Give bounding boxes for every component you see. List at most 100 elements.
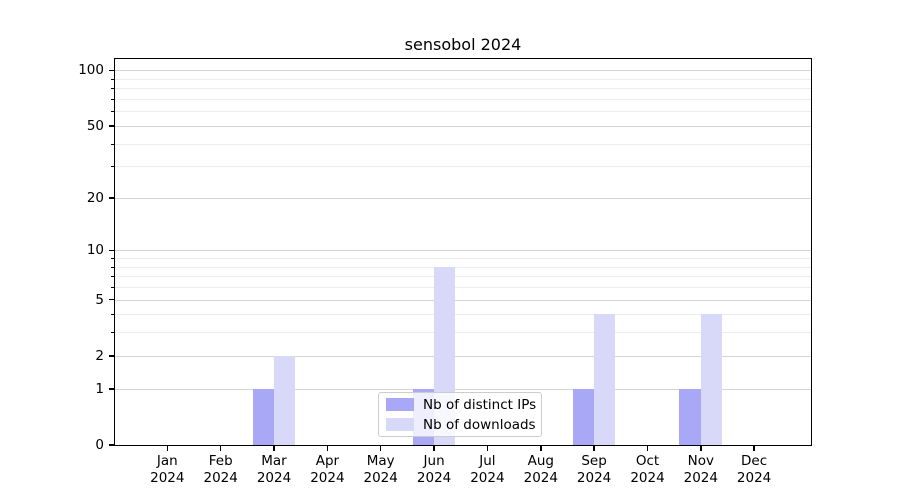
- gridline-y-4: [115, 314, 811, 316]
- bar-nb-of-distinct-ips-nov: [679, 388, 701, 445]
- gridline-y-30: [115, 166, 811, 168]
- x-tick-mark-may: [379, 445, 382, 451]
- x-tick-year: 2024: [363, 470, 398, 486]
- x-tick-label-oct: Oct 2024: [616, 453, 680, 487]
- gridline-y-20: [115, 197, 811, 199]
- x-tick-year: 2024: [416, 470, 452, 486]
- x-tick-year: 2024: [523, 470, 558, 486]
- x-tick-label-sep: Sep 2024: [562, 453, 626, 487]
- chart-title: sensobol 2024: [404, 35, 522, 54]
- x-tick-year: 2024: [736, 470, 772, 486]
- x-tick-year: 2024: [630, 470, 665, 486]
- gridline-y-50: [115, 125, 811, 127]
- gridline-y-9: [115, 258, 811, 259]
- gridline-y-10: [115, 250, 811, 252]
- x-tick-label-jul: Jul 2024: [455, 453, 519, 487]
- y-tick-mark-5: [109, 298, 115, 301]
- legend: Nb of distinct IPs Nb of downloads: [378, 392, 542, 437]
- y-tick-mark-50: [109, 125, 115, 127]
- y-tick-mark-10: [109, 249, 115, 251]
- legend-swatch-distinct-ips: [386, 398, 414, 411]
- bar-nb-of-distinct-ips-mar: [252, 388, 274, 445]
- gridline-y-3: [115, 332, 811, 334]
- y-minor-tick-mark-80: [111, 88, 115, 90]
- y-minor-tick-mark-7: [111, 276, 115, 278]
- y-minor-tick-mark-8: [111, 266, 115, 268]
- x-tick-label-may: May 2024: [349, 453, 413, 487]
- bar-nb-of-distinct-ips-sep: [572, 388, 595, 445]
- x-tick-mark-mar: [273, 445, 275, 451]
- plot-area: Nb of distinct IPs Nb of downloads: [114, 58, 812, 446]
- gridline-y-2: [115, 355, 811, 357]
- x-tick-mark-jan: [166, 445, 169, 451]
- x-tick-month: Apr: [315, 453, 340, 469]
- y-tick-mark-100: [109, 69, 115, 71]
- x-tick-label-feb: Feb 2024: [189, 453, 253, 487]
- legend-item-distinct-ips: Nb of distinct IPs: [386, 397, 541, 413]
- y-tick-mark-2: [109, 355, 115, 357]
- x-tick-month: Sep: [581, 453, 607, 469]
- y-tick-label-2: 2: [95, 347, 104, 364]
- bar-nb-of-downloads-nov: [700, 314, 723, 445]
- gridline-y-7: [115, 276, 811, 278]
- y-minor-tick-mark-6: [111, 287, 115, 288]
- gridline-y-5: [115, 299, 811, 301]
- y-minor-tick-mark-4: [111, 314, 115, 316]
- bar-nb-of-downloads-mar: [274, 355, 296, 445]
- x-tick-year: 2024: [683, 470, 718, 486]
- y-tick-label-0: 0: [95, 437, 104, 453]
- x-tick-year: 2024: [576, 470, 612, 486]
- x-tick-label-mar: Mar 2024: [242, 453, 306, 487]
- x-tick-label-nov: Nov 2024: [669, 453, 733, 487]
- x-tick-mark-nov: [700, 445, 702, 451]
- gridline-y-8: [115, 266, 811, 268]
- y-minor-tick-mark-9: [111, 258, 115, 259]
- x-tick-month: May: [366, 453, 395, 469]
- x-tick-label-jan: Jan 2024: [135, 453, 199, 487]
- x-tick-year: 2024: [203, 470, 238, 486]
- y-tick-label-10: 10: [86, 242, 104, 259]
- bar-nb-of-downloads-sep: [594, 314, 616, 445]
- x-tick-label-aug: Aug 2024: [509, 453, 573, 487]
- x-tick-mark-sep: [593, 445, 595, 451]
- x-tick-month: Jul: [479, 453, 496, 469]
- y-tick-label-20: 20: [86, 189, 104, 206]
- x-tick-month: Jun: [423, 453, 445, 469]
- x-tick-mark-aug: [540, 445, 542, 451]
- legend-label-distinct-ips: Nb of distinct IPs: [423, 396, 537, 413]
- gridline-y-100: [115, 70, 811, 72]
- x-tick-year: 2024: [256, 470, 292, 486]
- x-tick-month: Aug: [527, 453, 554, 469]
- x-tick-month: Oct: [635, 453, 660, 469]
- y-tick-label-50: 50: [86, 117, 104, 134]
- y-tick-label-100: 100: [78, 62, 104, 79]
- gridline-y-40: [115, 143, 811, 145]
- legend-item-downloads: Nb of downloads: [386, 417, 541, 433]
- y-tick-label-1: 1: [95, 380, 104, 397]
- x-tick-mark-dec: [753, 445, 755, 451]
- x-tick-year: 2024: [150, 470, 185, 486]
- x-tick-year: 2024: [470, 470, 505, 486]
- legend-swatch-downloads: [386, 418, 414, 431]
- gridline-y-70: [115, 98, 811, 100]
- y-tick-label-5: 5: [95, 291, 104, 308]
- y-tick-mark-1: [109, 388, 115, 390]
- y-minor-tick-mark-90: [111, 78, 115, 80]
- x-tick-mark-apr: [326, 445, 329, 451]
- x-tick-mark-jul: [486, 445, 489, 451]
- y-minor-tick-mark-3: [111, 332, 115, 334]
- gridline-y-90: [115, 78, 811, 80]
- x-tick-month: Feb: [208, 453, 233, 469]
- x-tick-month: Nov: [687, 453, 714, 469]
- y-minor-tick-mark-60: [111, 111, 115, 113]
- x-tick-month: Mar: [261, 453, 287, 469]
- y-minor-tick-mark-70: [111, 98, 115, 100]
- y-tick-mark-0: [109, 444, 115, 446]
- y-tick-mark-20: [109, 197, 115, 199]
- legend-label-downloads: Nb of downloads: [423, 416, 536, 433]
- x-tick-month: Jan: [156, 453, 178, 469]
- x-tick-label-jun: Jun 2024: [402, 453, 466, 487]
- x-tick-year: 2024: [310, 470, 345, 486]
- x-tick-mark-jun: [433, 445, 435, 451]
